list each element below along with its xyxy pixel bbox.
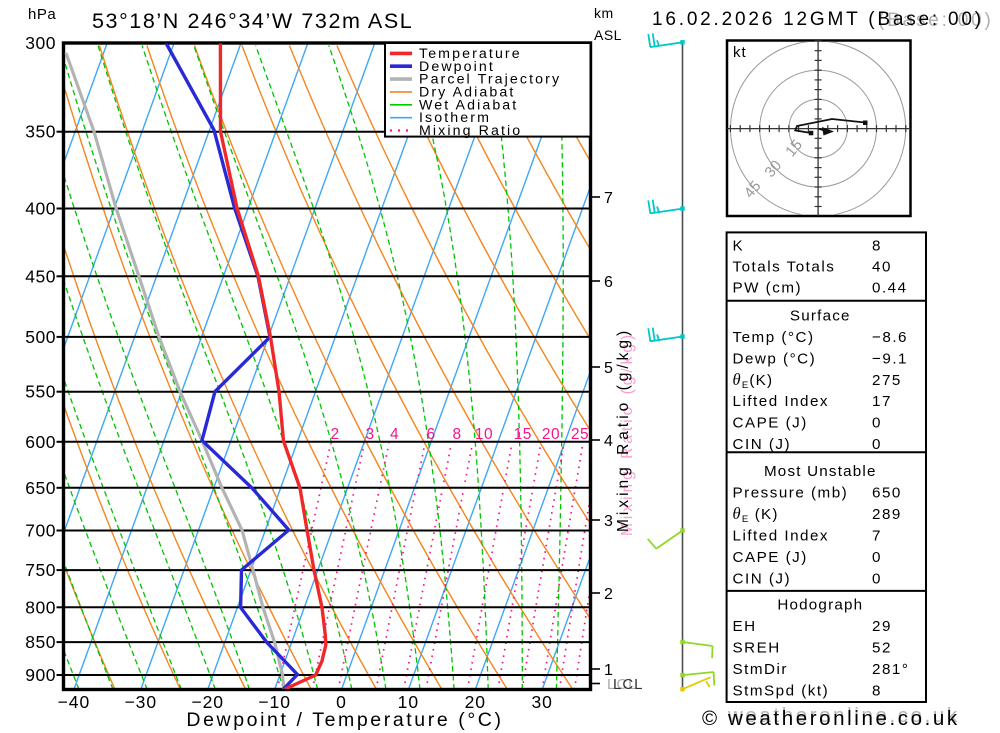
svg-text:Dewpoint / Temperature (°C): Dewpoint / Temperature (°C) <box>186 709 503 731</box>
svg-text:8: 8 <box>872 238 882 255</box>
svg-text:kt: kt <box>733 44 747 61</box>
svg-text:450: 450 <box>25 266 56 286</box>
svg-text:52: 52 <box>872 640 892 657</box>
svg-text:−40: −40 <box>58 692 91 712</box>
svg-text:0: 0 <box>872 415 882 432</box>
svg-text:Dewp (°C): Dewp (°C) <box>733 351 817 368</box>
svg-text:850: 850 <box>25 632 56 652</box>
svg-text:2: 2 <box>330 426 339 443</box>
svg-text:350: 350 <box>25 122 56 142</box>
svg-text:−8.6: −8.6 <box>872 329 908 346</box>
svg-text:4: 4 <box>604 433 613 450</box>
svg-text:weatheronline.co.uk: weatheronline.co.uk <box>727 704 960 727</box>
svg-text:LCL: LCL <box>607 676 638 693</box>
svg-text:53°18’N 246°34’W 732m ASL: 53°18’N 246°34’W 732m ASL <box>92 9 413 33</box>
svg-text:0: 0 <box>872 571 882 588</box>
svg-text:ASL: ASL <box>594 27 622 43</box>
svg-text:40: 40 <box>872 259 892 276</box>
svg-text:20: 20 <box>542 426 560 443</box>
svg-text:8: 8 <box>452 426 461 443</box>
svg-text:Most Unstable: Most Unstable <box>764 463 877 480</box>
svg-text:PW (cm): PW (cm) <box>733 280 803 297</box>
svg-text:−9.1: −9.1 <box>872 351 908 368</box>
svg-text:8: 8 <box>872 683 882 700</box>
svg-text:289: 289 <box>872 506 902 523</box>
svg-text:Pressure (mb): Pressure (mb) <box>733 485 849 502</box>
svg-text:θE (K): θE (K) <box>733 504 779 525</box>
svg-text:500: 500 <box>25 327 56 347</box>
svg-text:6: 6 <box>426 426 435 443</box>
svg-text:2: 2 <box>604 586 613 603</box>
svg-text:25: 25 <box>571 426 589 443</box>
svg-text:Lifted Index: Lifted Index <box>733 528 830 545</box>
svg-text:Dry Adiabat: Dry Adiabat <box>419 84 515 100</box>
svg-text:800: 800 <box>25 597 56 617</box>
svg-text:Lifted Index: Lifted Index <box>733 393 830 410</box>
svg-text:Mixing Ratio: Mixing Ratio <box>419 123 522 139</box>
svg-text:LCL: LCL <box>613 676 644 693</box>
svg-text:600: 600 <box>25 432 56 452</box>
svg-text:Mixing Ratio (g/kg): Mixing Ratio (g/kg) <box>615 327 632 532</box>
svg-text:1: 1 <box>604 662 613 679</box>
svg-text:hPa: hPa <box>28 6 56 23</box>
svg-text:20: 20 <box>465 692 486 712</box>
svg-text:650: 650 <box>872 485 902 502</box>
svg-text:0: 0 <box>336 692 347 712</box>
svg-text:10: 10 <box>398 692 419 712</box>
svg-text:SREH: SREH <box>733 640 781 657</box>
svg-text:7: 7 <box>604 190 613 207</box>
svg-text:17: 17 <box>872 393 892 410</box>
svg-text:Mixing Ratio (g/kg): Mixing Ratio (g/kg) <box>619 331 636 536</box>
svg-text:275: 275 <box>872 372 902 389</box>
svg-text:−30: −30 <box>124 692 157 712</box>
svg-text:6: 6 <box>604 274 613 291</box>
svg-text:30: 30 <box>531 692 552 712</box>
svg-text:750: 750 <box>25 560 56 580</box>
svg-text:CIN (J): CIN (J) <box>733 436 792 453</box>
svg-text:0.44: 0.44 <box>872 280 908 297</box>
svg-text:15: 15 <box>514 426 532 443</box>
svg-text:StmSpd (kt): StmSpd (kt) <box>733 683 830 700</box>
svg-text:CAPE (J): CAPE (J) <box>733 549 808 566</box>
svg-text:Hodograph: Hodograph <box>777 597 863 614</box>
svg-text:Temp (°C): Temp (°C) <box>733 329 815 346</box>
svg-text:Wet Adiabat: Wet Adiabat <box>419 97 518 113</box>
svg-text:Totals Totals: Totals Totals <box>733 259 836 276</box>
svg-text:4: 4 <box>390 426 399 443</box>
svg-text:5: 5 <box>604 360 613 377</box>
svg-text:3: 3 <box>604 513 613 530</box>
svg-text:650: 650 <box>25 478 56 498</box>
svg-text:0: 0 <box>872 549 882 566</box>
svg-text:29: 29 <box>872 618 892 635</box>
svg-text:km: km <box>594 5 614 21</box>
svg-text:θE(K): θE(K) <box>733 370 774 391</box>
svg-text:300: 300 <box>25 33 56 53</box>
svg-text:(Base: 00): (Base: 00) <box>878 10 994 31</box>
svg-text:10: 10 <box>475 426 493 443</box>
svg-text:Dewpoint: Dewpoint <box>419 59 495 75</box>
svg-text:K: K <box>733 238 745 255</box>
svg-text:281°: 281° <box>872 661 909 678</box>
svg-text:Surface: Surface <box>790 308 851 325</box>
svg-text:700: 700 <box>25 520 56 540</box>
svg-text:StmDir: StmDir <box>733 661 788 678</box>
svg-text:CAPE (J): CAPE (J) <box>733 415 808 432</box>
svg-text:0: 0 <box>872 436 882 453</box>
svg-text:7: 7 <box>872 528 882 545</box>
svg-text:−10: −10 <box>258 692 291 712</box>
svg-text:EH: EH <box>733 618 757 635</box>
svg-text:400: 400 <box>25 199 56 219</box>
svg-text:CIN (J): CIN (J) <box>733 571 792 588</box>
svg-text:−20: −20 <box>191 692 224 712</box>
svg-text:Temperature: Temperature <box>419 46 522 62</box>
svg-text:Isotherm: Isotherm <box>419 110 491 126</box>
svg-text:Parcel Trajectory: Parcel Trajectory <box>419 72 561 88</box>
svg-text:900: 900 <box>25 665 56 685</box>
svg-text:3: 3 <box>365 426 374 443</box>
svg-text:© weatheronline.co.uk: © weatheronline.co.uk <box>702 707 960 730</box>
svg-text:550: 550 <box>25 382 56 402</box>
svg-text:16.02.2026 12GMT (Base: 00): 16.02.2026 12GMT (Base: 00) <box>652 9 984 30</box>
